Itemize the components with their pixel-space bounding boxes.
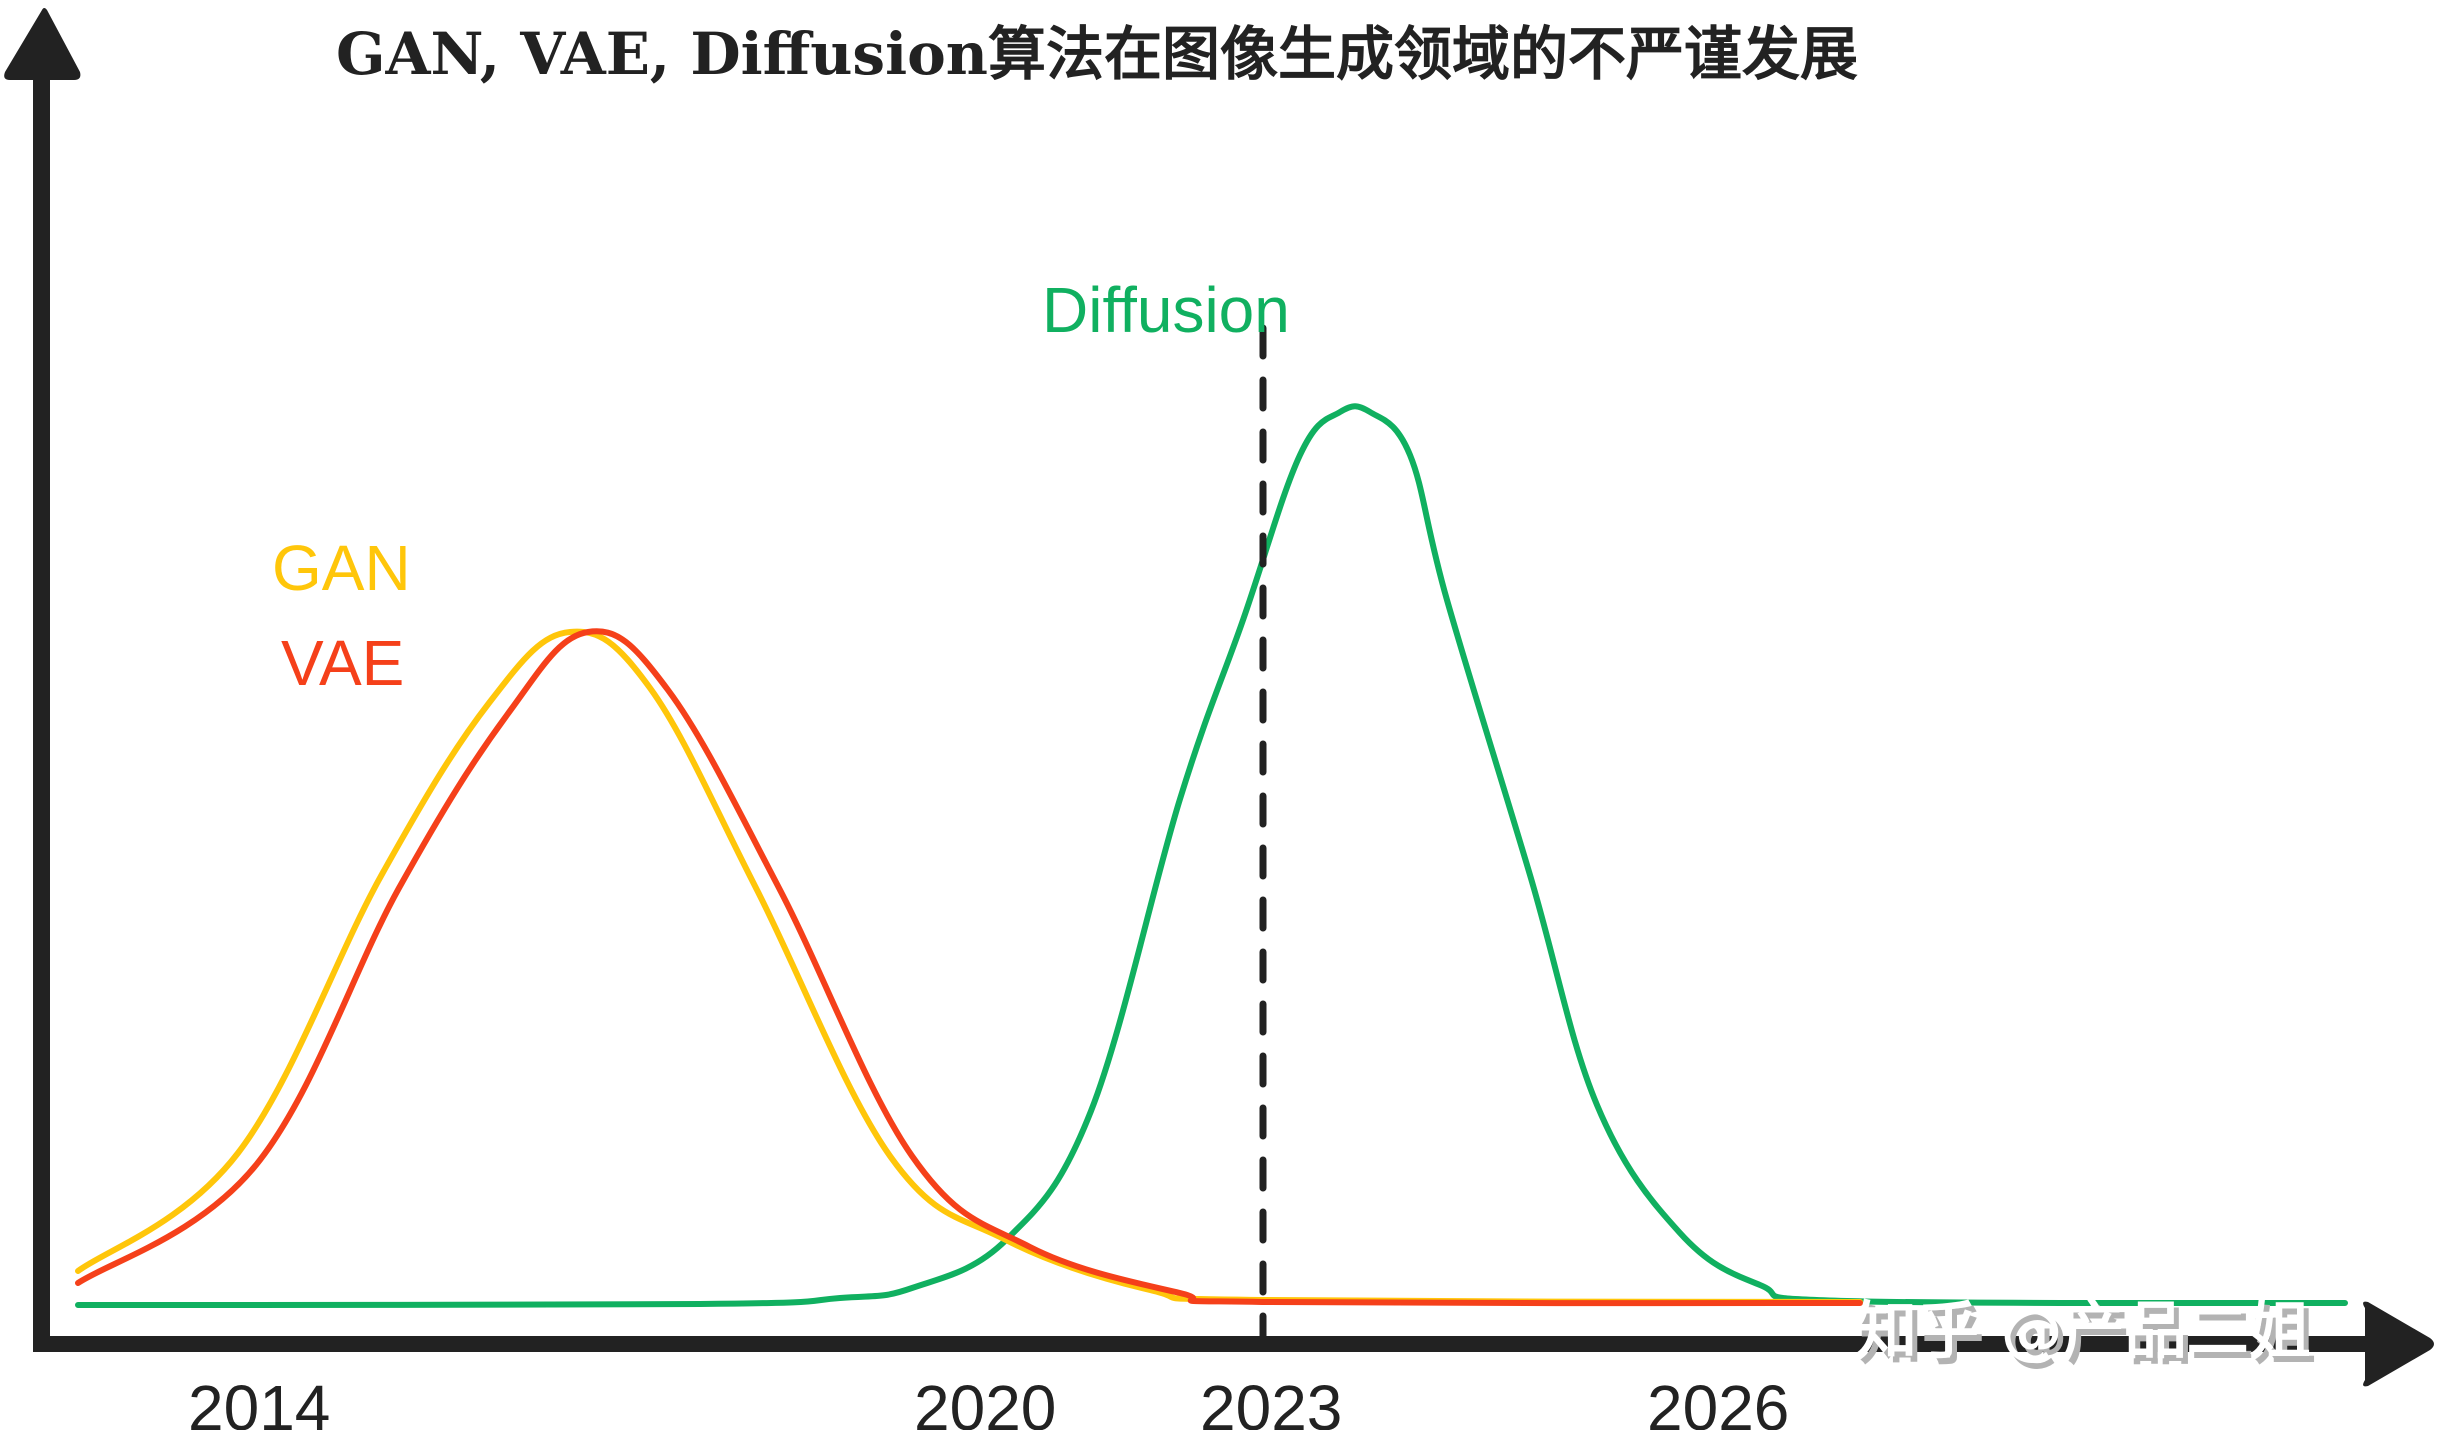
vae-curve [75,628,1863,1307]
diffusion-label: Diffusion [1042,274,1290,346]
y-axis [4,8,81,1352]
x-tick-2020: 2020 [914,1372,1056,1430]
x-tick-2014: 2014 [188,1372,330,1430]
vae-label: VAE [281,627,404,699]
x-axis-line [33,1336,2373,1352]
chart-title: GAN, VAE, Diffusion算法在图像生成领域的不严谨发展 [336,20,1858,88]
gan-curve [75,628,1863,1305]
diffusion-curve [75,403,2348,1308]
watermark: 知乎 @产品二姐 知乎 @产品二姐 [1855,1294,2316,1373]
watermark-text: 知乎 @产品二姐 [1855,1294,2311,1367]
gan-label: GAN [272,532,411,604]
watermark-shadow: 知乎 @产品二姐 [1860,1300,2316,1373]
x-tick-2023: 2023 [1200,1372,1342,1430]
x-tick-2026: 2026 [1647,1372,1789,1430]
x-axis [33,1301,2434,1387]
y-axis-arrow-icon [4,8,81,80]
y-axis-line [33,70,50,1352]
x-axis-arrow-icon [2363,1301,2434,1387]
